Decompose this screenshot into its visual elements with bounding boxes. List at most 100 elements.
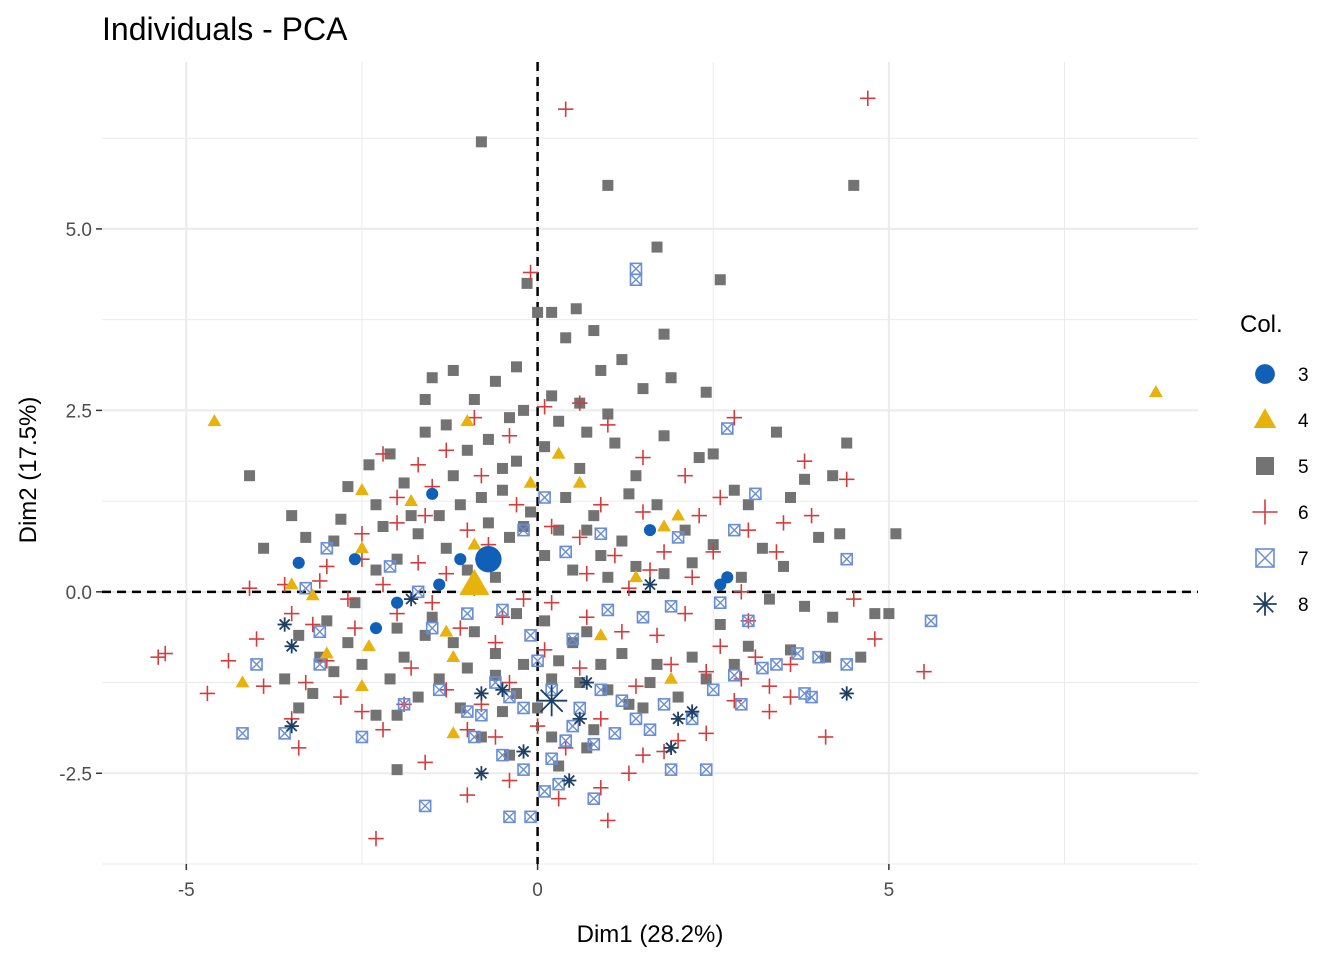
legend-key-col-5 <box>1256 457 1274 475</box>
box-x-b <box>433 683 446 696</box>
data-point-col-6 <box>424 595 440 611</box>
square-marker <box>602 179 614 191</box>
box-marker <box>756 661 769 675</box>
data-point-col-5 <box>511 361 523 373</box>
data-point-col-4 <box>207 414 222 427</box>
data-point-col-5 <box>496 706 508 718</box>
data-point-col-7 <box>559 734 572 747</box>
data-point-col-6 <box>740 522 757 538</box>
data-point-col-5 <box>447 364 459 376</box>
data-point-col-4 <box>319 646 334 659</box>
data-point-col-6 <box>867 631 883 647</box>
circle-marker <box>475 545 502 573</box>
data-point-col-6 <box>501 428 518 444</box>
asterisk-stroke <box>539 689 564 713</box>
box-x-b <box>728 524 741 537</box>
box-marker <box>559 545 572 559</box>
legend-key-col-6 <box>1252 499 1278 525</box>
data-point-col-7 <box>313 658 327 671</box>
square-marker <box>630 560 642 572</box>
data-point-col-5 <box>883 608 895 620</box>
data-point-col-5 <box>813 531 825 543</box>
y-tick-label: 0.0 <box>66 583 92 604</box>
data-point-col-6 <box>354 703 370 720</box>
data-point-col-5 <box>546 306 558 318</box>
data-point-col-6 <box>628 678 644 694</box>
box-marker <box>552 777 565 791</box>
data-point-col-6 <box>712 489 728 506</box>
data-point-col-6 <box>459 522 476 538</box>
box-x-b <box>749 487 762 500</box>
box-marker <box>425 621 439 635</box>
triangle-marker <box>207 414 222 427</box>
data-point-col-5 <box>553 524 565 536</box>
data-point-col-5 <box>482 433 494 445</box>
box-x-b <box>840 553 853 566</box>
data-point-col-4 <box>1148 385 1163 398</box>
data-point-col-6 <box>557 101 574 117</box>
data-point-col-5 <box>328 535 340 547</box>
data-point-col-5 <box>539 441 551 453</box>
square-marker <box>553 415 565 427</box>
square-marker <box>426 372 438 384</box>
data-point-col-5 <box>658 430 670 442</box>
data-point-col-5 <box>461 564 473 576</box>
data-point-col-5 <box>665 372 677 384</box>
circle-marker <box>643 524 657 537</box>
data-point-col-4 <box>446 726 461 739</box>
data-point-col-6 <box>375 576 391 593</box>
triangle-marker <box>284 577 299 590</box>
data-point-col-4 <box>355 541 369 554</box>
box-marker <box>418 799 432 813</box>
data-point-col-7 <box>643 723 657 737</box>
data-point-col-3 <box>292 556 305 569</box>
data-point-col-7 <box>517 701 530 715</box>
box-marker <box>531 654 544 668</box>
data-point-col-5 <box>518 658 530 670</box>
box-marker <box>735 698 748 711</box>
data-point-col-5 <box>546 731 558 743</box>
square-marker <box>841 437 853 449</box>
data-point-col-7 <box>545 752 558 766</box>
data-point-col-5 <box>553 760 565 772</box>
square-marker <box>756 542 768 554</box>
data-point-col-5 <box>581 626 593 638</box>
square-marker <box>785 644 797 656</box>
data-point-col-5 <box>658 328 670 340</box>
box-marker <box>742 614 755 628</box>
square-marker <box>602 408 614 420</box>
box-marker <box>566 632 580 646</box>
data-point-col-5 <box>412 528 424 540</box>
data-point-col-7 <box>496 748 509 762</box>
data-point-col-5 <box>651 658 663 670</box>
square-marker <box>293 702 305 714</box>
data-point-col-6 <box>839 471 855 488</box>
square-marker <box>489 648 501 660</box>
data-point-col-8 <box>495 682 510 697</box>
data-point-col-5 <box>532 306 544 318</box>
triangle-marker <box>572 475 587 488</box>
circle-marker <box>454 553 467 566</box>
triangle-marker <box>404 493 419 506</box>
box-marker <box>629 712 643 726</box>
y-axis-title: Dim2 (17.5%) <box>15 397 42 544</box>
box-marker <box>432 683 446 697</box>
data-point-col-7 <box>770 658 783 671</box>
square-marker <box>623 488 635 500</box>
data-point-col-4 <box>551 446 566 459</box>
asterisk-stroke <box>841 687 853 700</box>
square-marker <box>440 542 452 554</box>
box-x-b <box>615 694 628 707</box>
data-point-col-5 <box>707 448 719 460</box>
data-point-col-7 <box>706 683 720 697</box>
box-marker <box>383 560 397 573</box>
data-point-col-6 <box>410 555 426 571</box>
legend-key-col-8 <box>1253 592 1277 616</box>
data-point-col-8 <box>516 744 531 759</box>
square-marker <box>412 528 424 540</box>
square-marker <box>335 513 347 525</box>
box-x-b <box>700 763 713 776</box>
data-point-col-5 <box>293 702 305 714</box>
square-marker <box>363 459 375 471</box>
square-marker <box>496 706 508 718</box>
